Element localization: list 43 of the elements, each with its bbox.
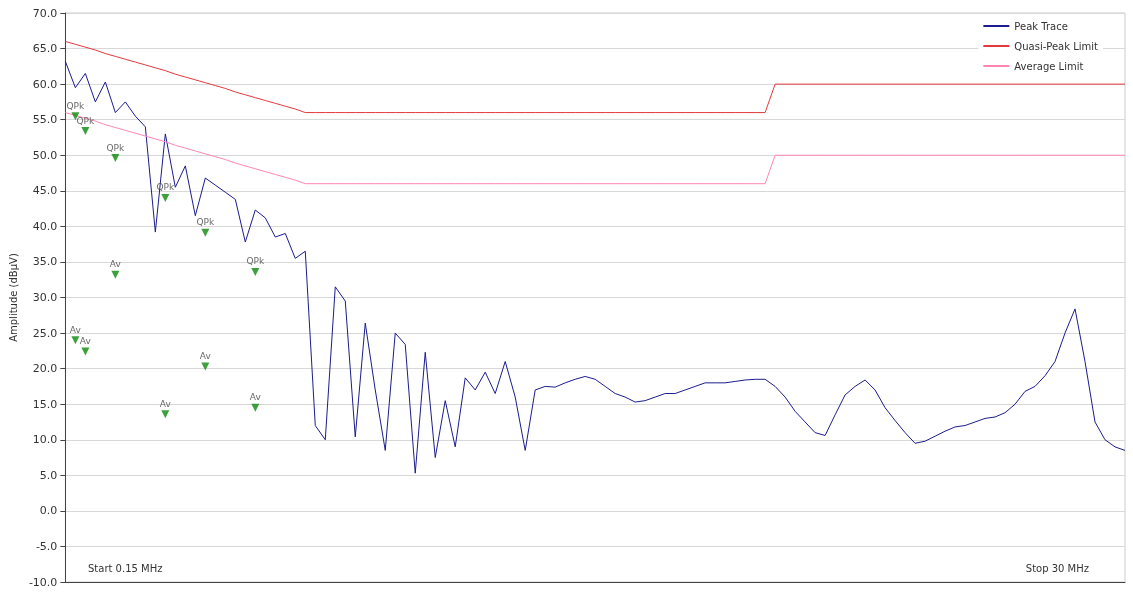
- data-label: QPk: [106, 142, 125, 153]
- point: [111, 154, 120, 163]
- point: [71, 336, 80, 345]
- legend-label: Peak Trace: [1014, 20, 1068, 32]
- y-axis-title: Amplitude (dBµV): [7, 253, 19, 342]
- data-label: Av: [249, 392, 262, 403]
- data-label: Av: [69, 324, 82, 335]
- point: [161, 410, 170, 419]
- y-tick-label: 35.0: [32, 255, 58, 269]
- legend-label: Quasi-Peak Limit: [1014, 40, 1099, 52]
- data-label: QPk: [66, 100, 85, 111]
- y-tick-label: 70.0: [32, 6, 58, 20]
- y-tick-label: -5.0: [35, 539, 58, 553]
- point: [161, 193, 170, 202]
- y-tick-label: 55.0: [32, 113, 58, 127]
- y-tick-label: 60.0: [32, 77, 58, 91]
- point: [81, 127, 90, 136]
- data-label: QPk: [246, 256, 265, 267]
- point: [201, 362, 210, 371]
- y-tick-label: 30.0: [32, 291, 58, 304]
- data-label: QPk: [196, 217, 215, 228]
- annotation: Start 0.15 MHz: [88, 562, 163, 574]
- line-series: [64, 60, 1126, 474]
- line-series: [64, 40, 1126, 114]
- y-tick-label: 15.0: [32, 397, 58, 411]
- y-tick-label: 40.0: [32, 219, 58, 233]
- data-label: QPk: [76, 115, 95, 126]
- y-tick-label: 5.0: [39, 468, 58, 482]
- y-tick-label: 0.0: [39, 504, 58, 518]
- y-tick-label: 25.0: [32, 326, 58, 340]
- annotation: Stop 30 MHz: [1025, 562, 1090, 574]
- y-tick-label: -10.0: [28, 575, 58, 589]
- data-label: Av: [159, 398, 172, 409]
- y-tick-label: 45.0: [32, 184, 58, 198]
- line-series: [64, 112, 1126, 185]
- legend-label: Average Limit: [1014, 60, 1084, 72]
- data-label: Av: [109, 259, 122, 270]
- data-label: Av: [79, 336, 92, 347]
- y-tick-label: 20.0: [32, 362, 58, 376]
- data-label: Av: [199, 350, 212, 361]
- y-tick-label: 65.0: [32, 42, 58, 56]
- y-tick-label: 10.0: [32, 433, 58, 447]
- y-tick-label: 50.0: [32, 148, 58, 162]
